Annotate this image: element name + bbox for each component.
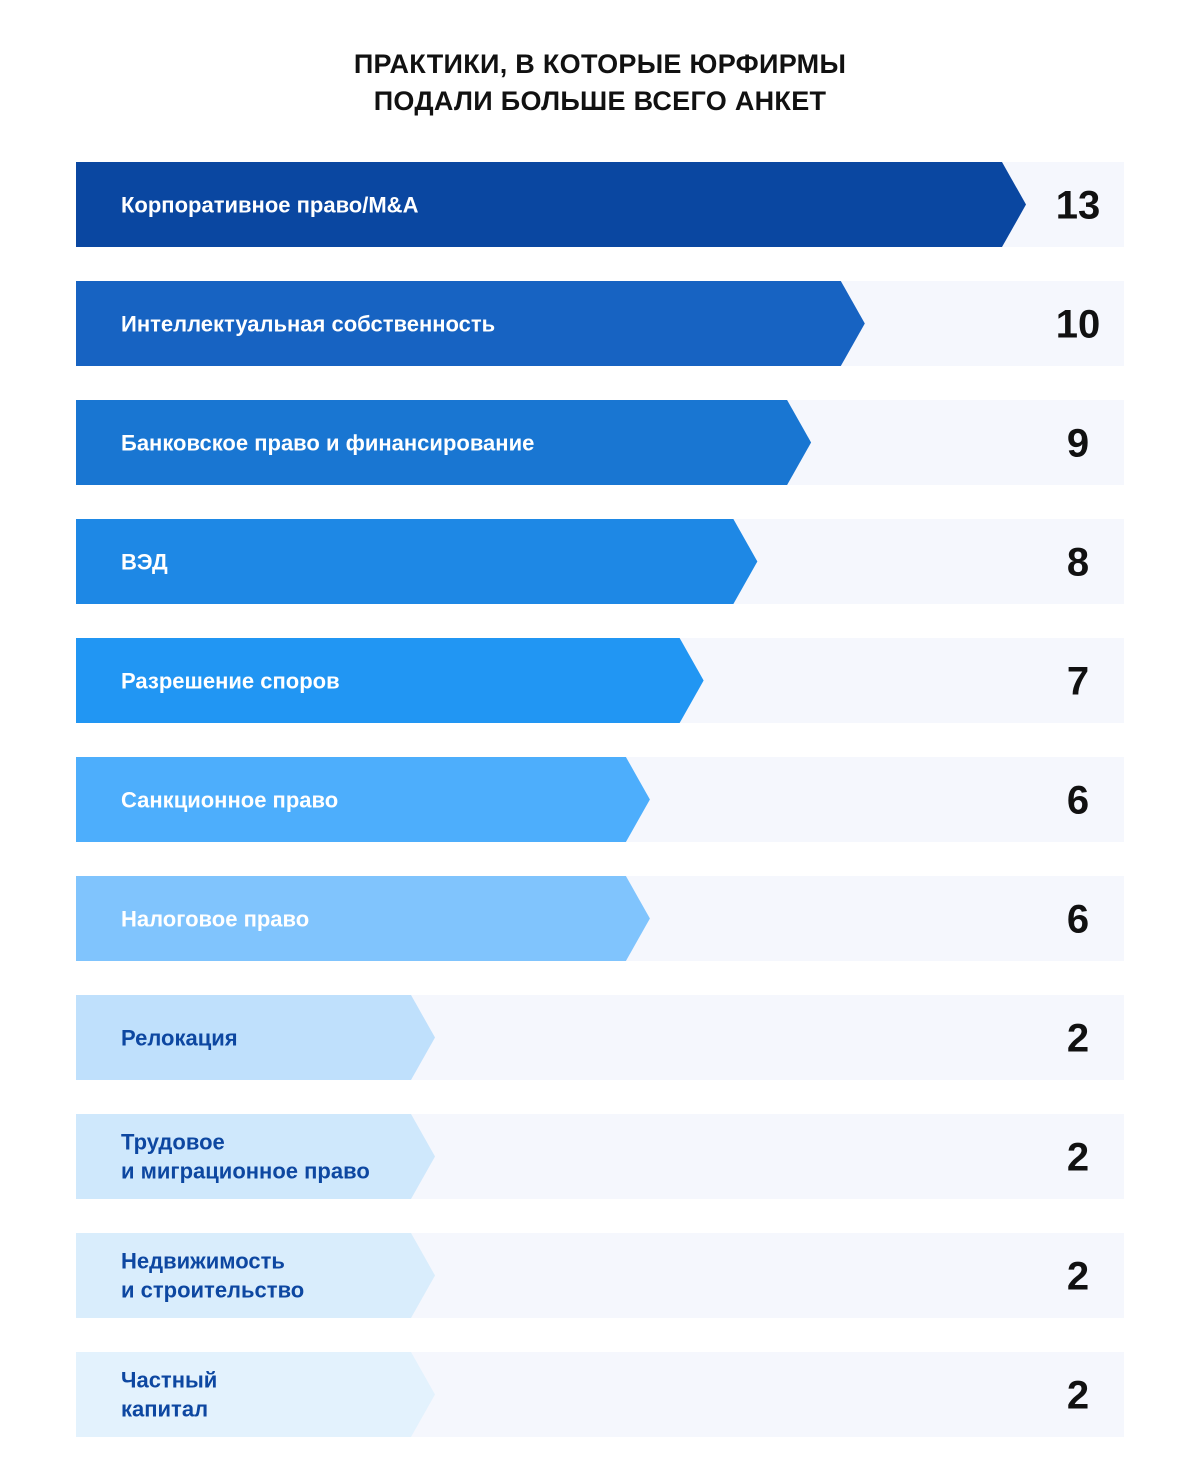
bar <box>76 995 435 1080</box>
bar-chart: Корпоративное право/M&A 13 Интеллектуальна… <box>76 162 1124 1437</box>
bar-label-line: Частный <box>121 1368 217 1393</box>
bar-value: 9 <box>1067 422 1089 466</box>
bar-label-line: и строительство <box>121 1278 304 1303</box>
bar-label: Интеллектуальная собственность <box>121 312 495 337</box>
bar-value: 2 <box>1067 1255 1089 1299</box>
bar-label-line: капитал <box>121 1397 208 1422</box>
bar-label: Санкционное право <box>121 788 338 813</box>
bar <box>76 876 650 961</box>
bar-label-line: и миграционное право <box>121 1159 370 1184</box>
bar <box>76 1352 435 1437</box>
bar <box>76 1233 435 1318</box>
bar-label: ВЭД <box>121 550 168 575</box>
chart-title-line-2: ПОДАЛИ БОЛЬШЕ ВСЕГО АНКЕТ <box>373 86 827 116</box>
bar-label: Корпоративное право/M&A <box>121 193 419 218</box>
bar-value: 6 <box>1067 898 1089 942</box>
bar-value: 6 <box>1067 779 1089 823</box>
bar <box>76 1114 435 1199</box>
bar-label: Разрешение споров <box>121 669 340 694</box>
bar <box>76 281 865 366</box>
bar-label: Недвижимость и строительство <box>121 1249 304 1303</box>
bar-value: 2 <box>1067 1017 1089 1061</box>
bar <box>76 638 704 723</box>
bar <box>76 400 812 485</box>
chart-title: ПРАКТИКИ, В КОТОРЫЕ ЮРФИРМЫ ПОДАЛИ БОЛЬШ… <box>0 46 1200 120</box>
bar-value: 8 <box>1067 541 1089 585</box>
bar-value: 7 <box>1067 660 1089 704</box>
bar-label: Частный капитал <box>121 1368 217 1422</box>
bar-label: Релокация <box>121 1026 238 1051</box>
bar-label: Банковское право и финансирование <box>121 431 534 456</box>
bar-label-line: Трудовое <box>121 1130 225 1155</box>
bar-label: Трудовое и миграционное право <box>121 1130 370 1184</box>
bar <box>76 757 650 842</box>
bar-value: 13 <box>1056 184 1101 228</box>
bar <box>76 162 1026 247</box>
chart-title-line-1: ПРАКТИКИ, В КОТОРЫЕ ЮРФИРМЫ <box>353 49 847 79</box>
bar-value: 10 <box>1056 303 1101 347</box>
bar-label: Налоговое право <box>121 907 309 932</box>
bar-value: 2 <box>1067 1374 1089 1418</box>
bar <box>76 519 758 604</box>
bar-value: 2 <box>1067 1136 1089 1180</box>
chart-svg: Корпоративное право/M&A 13 Интеллектуальна… <box>76 162 1124 1437</box>
bar-label-line: Недвижимость <box>121 1249 285 1274</box>
